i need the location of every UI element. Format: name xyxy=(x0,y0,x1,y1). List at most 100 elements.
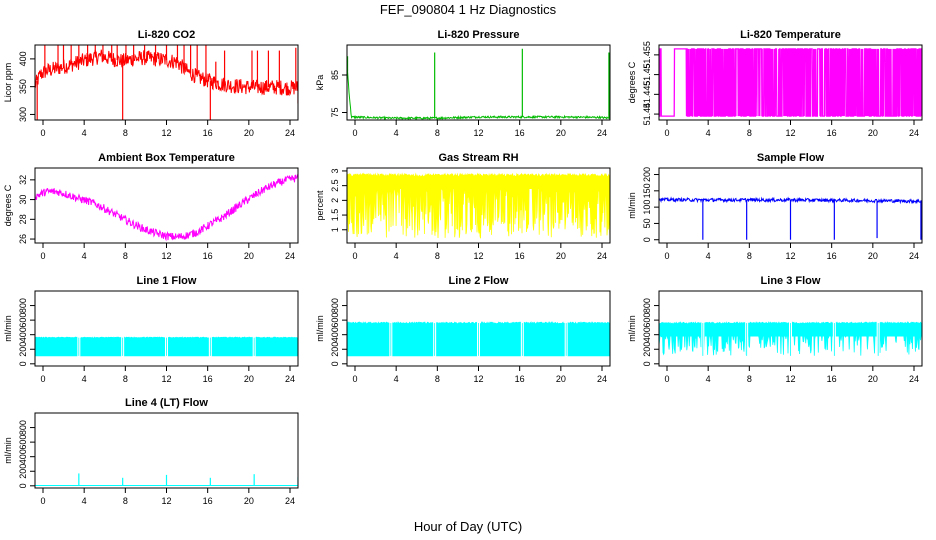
y-tick-label: 51.45 xyxy=(642,63,652,86)
y-tick-label: 200 xyxy=(642,167,652,182)
y-tick-label: 2 xyxy=(330,198,340,203)
x-tick-label: 16 xyxy=(203,496,213,506)
y-tick-label: 800 xyxy=(18,298,28,313)
gap-mark xyxy=(121,291,125,366)
panel-rh: Gas Stream RH percent 0 4 8 12 16 20 24 1 1.5 2 2.5 3 xyxy=(315,152,611,261)
x-tick-label: 4 xyxy=(394,374,399,384)
y-tick-label: 600 xyxy=(330,313,340,328)
x-tick-label: 0 xyxy=(664,128,669,138)
y-tick-label: 26 xyxy=(18,234,28,244)
x-tick-label: 4 xyxy=(706,374,711,384)
x-tick-label: 16 xyxy=(515,251,525,261)
x-tick-label: 20 xyxy=(244,128,254,138)
panel-title: Line 4 (LT) Flow xyxy=(125,397,208,409)
y-tick-label: 600 xyxy=(642,313,652,328)
x-tick-label: 12 xyxy=(785,128,795,138)
y-tick-label: 150 xyxy=(642,183,652,198)
x-tick-label: 20 xyxy=(244,374,254,384)
figure-xlabel: Hour of Day (UTC) xyxy=(414,519,522,534)
x-tick-label: 0 xyxy=(40,128,45,138)
x-tick-label: 0 xyxy=(352,251,357,261)
x-tick-label: 24 xyxy=(285,251,295,261)
x-tick-label: 24 xyxy=(285,128,295,138)
panel-co2: Li-820 CO2 Licor ppm 0 4 8 12 16 20 24 300 350 400 xyxy=(3,29,299,138)
y-tick-label: 800 xyxy=(18,420,28,435)
y-tick-label: 28 xyxy=(18,214,28,224)
x-tick-label: 16 xyxy=(515,128,525,138)
y-tick-label: 800 xyxy=(642,298,652,313)
y-tick-label: 100 xyxy=(642,200,652,215)
panel-title: Sample Flow xyxy=(757,152,825,164)
x-tick-label: 4 xyxy=(706,128,711,138)
x-tick-label: 12 xyxy=(473,128,483,138)
x-tick-label: 0 xyxy=(664,251,669,261)
x-tick-label: 16 xyxy=(203,374,213,384)
y-tick-label: 50 xyxy=(642,218,652,228)
y-tick-label: 3 xyxy=(330,168,340,173)
gap-mark xyxy=(208,291,212,366)
x-tick-label: 12 xyxy=(473,251,483,261)
y-tick-label: 30 xyxy=(18,195,28,205)
panel-title: Line 3 Flow xyxy=(761,275,821,287)
x-tick-label: 20 xyxy=(556,128,566,138)
x-tick-label: 16 xyxy=(203,251,213,261)
panel-title: Li-820 Pressure xyxy=(438,29,520,41)
x-tick-label: 0 xyxy=(352,128,357,138)
x-tick-label: 0 xyxy=(352,374,357,384)
gap-mark xyxy=(77,291,81,366)
x-tick-label: 8 xyxy=(747,374,752,384)
y-tick-label: 2.5 xyxy=(330,179,340,192)
y-tick-label: 85 xyxy=(330,70,340,80)
x-tick-label: 4 xyxy=(706,251,711,261)
y-tick-label: 51.445 xyxy=(642,81,652,109)
series-line1 xyxy=(35,291,298,366)
x-tick-label: 12 xyxy=(161,128,171,138)
x-tick-label: 4 xyxy=(82,128,87,138)
x-tick-label: 24 xyxy=(909,374,919,384)
x-tick-label: 0 xyxy=(40,251,45,261)
x-tick-label: 20 xyxy=(556,374,566,384)
plot-frame xyxy=(34,167,299,244)
y-axis-label: degrees C xyxy=(627,61,637,103)
x-tick-label: 24 xyxy=(909,128,919,138)
y-tick-label: 200 xyxy=(18,342,28,357)
x-tick-label: 8 xyxy=(435,128,440,138)
y-axis-label: ml/min xyxy=(627,192,637,219)
y-tick-label: 200 xyxy=(330,342,340,357)
y-tick-label: 600 xyxy=(18,313,28,328)
y-tick-label: 51.455 xyxy=(642,41,652,69)
panel-line1: Line 1 Flow ml/min 0 4 8 12 16 20 24 0 20040060080… xyxy=(3,275,299,384)
x-tick-label: 16 xyxy=(515,374,525,384)
y-tick-label: 0 xyxy=(642,361,652,366)
y-tick-label: 400 xyxy=(642,327,652,342)
x-tick-label: 20 xyxy=(244,496,254,506)
y-axis-label: kPa xyxy=(315,75,325,91)
x-tick-label: 4 xyxy=(82,374,87,384)
x-tick-label: 24 xyxy=(597,251,607,261)
y-tick-label: 600 xyxy=(18,435,28,450)
plot-frame xyxy=(346,44,611,121)
panel-licor_temp: Li-820 Temperature degrees C 0 4 8 12 16 20 24 51… xyxy=(627,29,923,138)
panel-ambient: Ambient Box Temperature degrees C 0 4 8 12 16 2… xyxy=(3,152,299,261)
x-tick-label: 8 xyxy=(123,496,128,506)
y-tick-label: 51.44 xyxy=(642,103,652,126)
x-tick-label: 24 xyxy=(285,374,295,384)
series-co2 xyxy=(35,45,298,120)
y-tick-label: 400 xyxy=(18,449,28,464)
x-tick-label: 16 xyxy=(827,128,837,138)
y-axis-label: ml/min xyxy=(3,315,13,342)
gap-mark xyxy=(165,291,168,366)
x-tick-label: 12 xyxy=(785,251,795,261)
y-tick-label: 350 xyxy=(18,79,28,94)
y-axis-label: ml/min xyxy=(3,437,13,464)
y-tick-label: 75 xyxy=(330,107,340,117)
x-tick-label: 16 xyxy=(827,251,837,261)
x-tick-label: 0 xyxy=(664,374,669,384)
panel-title: Ambient Box Temperature xyxy=(98,152,235,164)
x-tick-label: 12 xyxy=(785,374,795,384)
y-axis-label: percent xyxy=(315,190,325,221)
x-tick-label: 24 xyxy=(597,128,607,138)
panel-line4: Line 4 (LT) Flow ml/min 0 4 8 12 16 20 24 0 200400… xyxy=(3,397,299,506)
panel-title: Line 1 Flow xyxy=(137,275,197,287)
